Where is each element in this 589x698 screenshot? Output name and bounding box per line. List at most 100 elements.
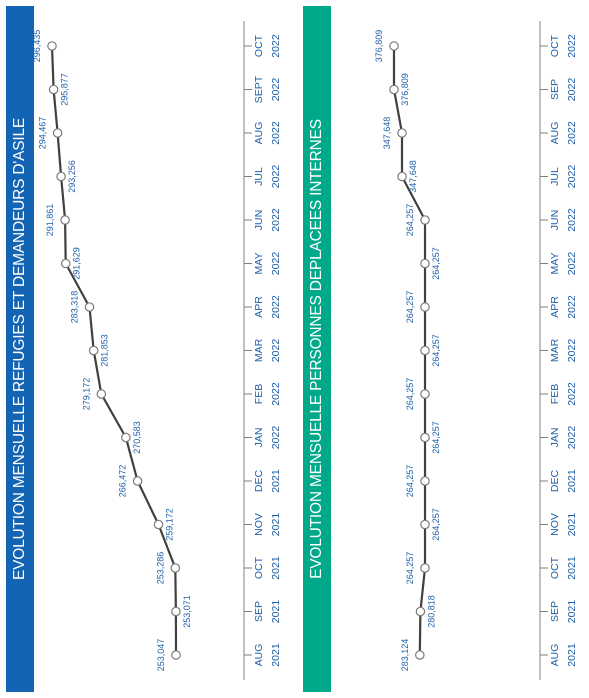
tick-label-month: JUN — [549, 210, 561, 230]
data-point — [420, 302, 430, 312]
tick-label-year: 2022 — [270, 78, 282, 102]
data-point — [389, 41, 399, 51]
data-point — [415, 650, 425, 660]
tick-label-year: 2022 — [566, 382, 578, 406]
tick-label-month: MAY — [253, 253, 265, 275]
data-label: 283,318 — [69, 291, 79, 324]
tick-label-month: JUL — [549, 167, 561, 186]
data-label: 283,124 — [400, 639, 410, 672]
tick-label-month: JAN — [549, 428, 561, 448]
data-point — [60, 215, 70, 225]
chart-1: AUG 2021 SEP 2021 OCT 2021 NOV 2021 DEC 2021 JAN 20… — [32, 21, 282, 680]
tick-label-year: 2021 — [566, 513, 578, 537]
data-point — [420, 389, 430, 399]
data-point — [420, 519, 430, 530]
data-point — [415, 606, 426, 617]
tick-label-month: SEP — [253, 601, 265, 622]
data-label: 376,809 — [400, 73, 410, 106]
data-label: 347,648 — [408, 160, 418, 193]
tick-label-year: 2022 — [566, 295, 578, 319]
data-point — [52, 128, 63, 138]
tick-label-month: JUL — [253, 167, 265, 186]
data-point — [397, 128, 407, 138]
data-point — [84, 302, 95, 312]
tick-label-year: 2021 — [566, 469, 578, 493]
tick-label-year: 2022 — [566, 252, 578, 276]
data-label: 264,257 — [431, 508, 441, 541]
tick-label-month: OCT — [549, 34, 561, 57]
chart-2: AUG 2021 SEP 2021 OCT 2021 NOV 2021 DEC 2021 JAN 20… — [374, 21, 578, 680]
data-label: 264,257 — [405, 465, 415, 498]
tick-label-month: MAY — [549, 253, 561, 275]
tick-label-month: OCT — [253, 34, 265, 57]
tick-label-year: 2022 — [270, 295, 282, 319]
data-label: 264,257 — [405, 552, 415, 585]
data-label: 291,861 — [45, 204, 55, 237]
data-label: 279,172 — [81, 378, 91, 411]
data-label: 294,467 — [38, 117, 48, 150]
data-point — [121, 432, 131, 443]
tick-label-month: AUG — [549, 644, 561, 667]
tick-label-year: 2022 — [270, 121, 282, 145]
tick-label-month: AUG — [549, 122, 561, 145]
data-label: 264,257 — [405, 291, 415, 324]
tick-label-month: MAR — [549, 338, 561, 362]
data-point — [420, 476, 430, 486]
tick-label-month: FEB — [549, 384, 561, 404]
tick-label-month: OCT — [549, 556, 561, 579]
tick-label-month: AUG — [253, 122, 265, 145]
chart1-title-banner: EVOLUTION MENSUELLE REFUGIES ET DEMANDEU… — [6, 6, 34, 692]
tick-label-year: 2022 — [566, 208, 578, 232]
data-label: 347,648 — [382, 117, 392, 150]
data-label: 253,047 — [156, 639, 166, 672]
data-point — [132, 476, 143, 486]
data-label: 259,172 — [164, 508, 174, 541]
data-label: 264,257 — [431, 421, 441, 454]
tick-label-year: 2022 — [270, 34, 282, 58]
tick-label-year: 2022 — [566, 339, 578, 363]
data-point — [96, 389, 107, 399]
tick-label-month: NOV — [549, 513, 561, 536]
data-label: 253,286 — [155, 552, 165, 585]
data-point — [420, 563, 430, 573]
tick-label-month: NOV — [253, 513, 265, 536]
tick-label-month: SEP — [549, 601, 561, 622]
tick-label-year: 2021 — [566, 600, 578, 624]
data-point — [420, 215, 430, 225]
tick-label-year: 2022 — [566, 165, 578, 189]
data-label: 253,071 — [182, 595, 192, 628]
tick-label-month: DEC — [253, 469, 265, 492]
tick-label-year: 2021 — [566, 643, 578, 667]
tick-label-year: 2022 — [566, 78, 578, 102]
tick-label-year: 2021 — [270, 469, 282, 493]
data-label: 293,256 — [67, 160, 77, 193]
tick-label-year: 2021 — [566, 556, 578, 580]
tick-label-month: JAN — [253, 428, 265, 448]
data-label: 291,629 — [72, 247, 82, 280]
tick-label-year: 2021 — [270, 556, 282, 580]
tick-label-year: 2022 — [270, 252, 282, 276]
tick-label-month: APR — [549, 296, 561, 318]
tick-label-month: FEB — [253, 384, 265, 404]
chart2-title-banner: EVOLUTION MENSUELLE PERSONNES DEPLACEES … — [303, 6, 331, 692]
data-label: 264,257 — [405, 378, 415, 411]
tick-label-year: 2022 — [566, 426, 578, 450]
data-point — [171, 606, 181, 617]
tick-label-year: 2022 — [270, 208, 282, 232]
tick-label-month: SEP — [549, 79, 561, 100]
data-point — [389, 84, 399, 95]
data-label: 266,472 — [118, 465, 128, 498]
data-point — [47, 41, 57, 51]
data-point — [153, 519, 164, 530]
tick-label-year: 2021 — [270, 643, 282, 667]
tick-label-month: SEPT — [253, 75, 265, 103]
data-label: 264,257 — [405, 204, 415, 237]
data-point — [170, 563, 181, 573]
tick-label-month: DEC — [549, 469, 561, 492]
tick-label-month: MAR — [253, 338, 265, 362]
data-label: 280,818 — [426, 595, 436, 628]
tick-label-month: AUG — [253, 644, 265, 667]
data-label: 270,583 — [132, 421, 142, 454]
data-label: 376,809 — [374, 30, 384, 63]
